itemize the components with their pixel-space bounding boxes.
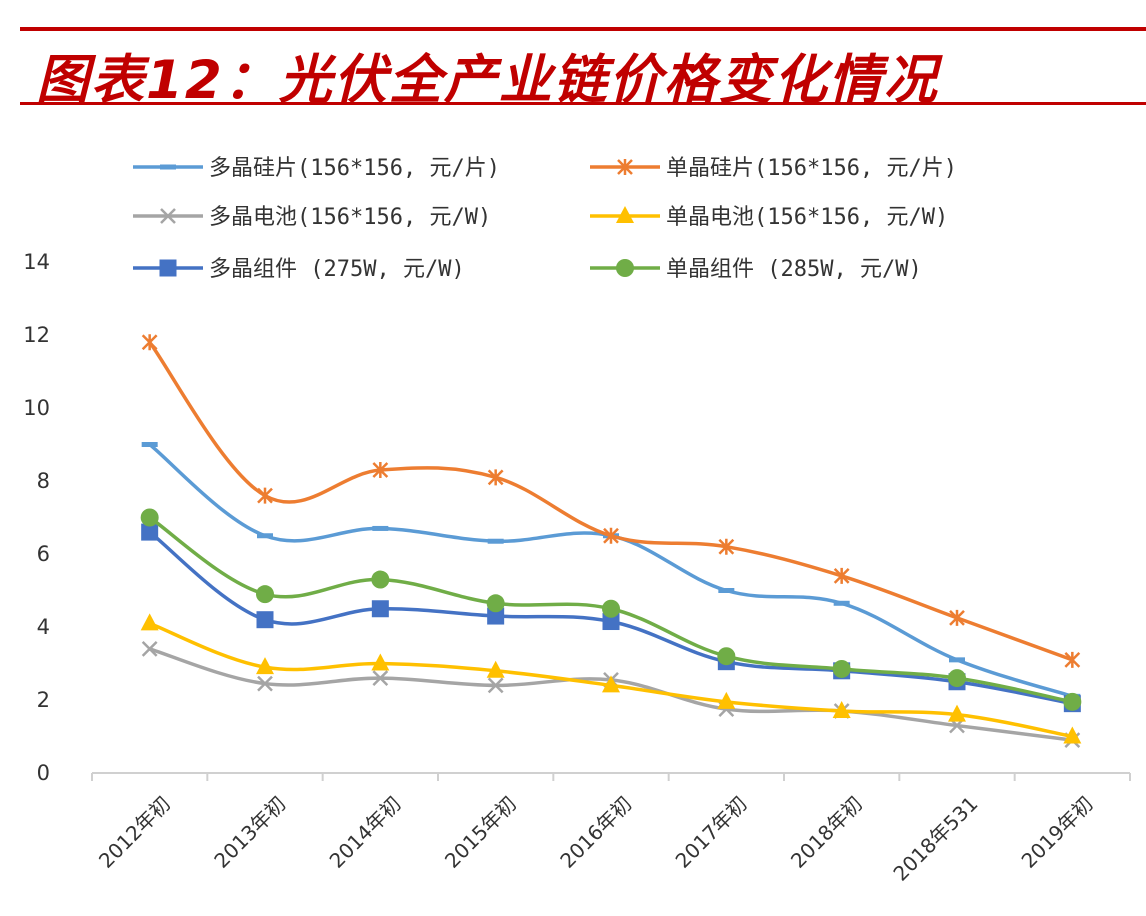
legend-item: 多晶硅片(156*156, 元/片): [133, 156, 500, 181]
data-point-marker: [141, 641, 158, 657]
legend-marker: [159, 259, 177, 277]
series-3: [141, 641, 1081, 749]
legend-item: 单晶组件 (285W, 元/W): [590, 257, 922, 282]
data-point-marker: [371, 653, 390, 671]
series-line: [147, 340, 1075, 662]
legend-label: 单晶硅片(156*156, 元/片): [666, 156, 957, 181]
data-point-marker: [948, 704, 966, 722]
data-point-marker: [833, 600, 850, 606]
legend-label: 单晶电池(156*156, 元/W): [666, 205, 948, 230]
x-category-label: 2012年初: [94, 792, 175, 873]
data-point-marker: [140, 613, 159, 631]
data-point-marker: [487, 538, 504, 544]
data-point-marker: [371, 570, 390, 589]
legend-item: 多晶组件 (275W, 元/W): [133, 257, 465, 282]
data-point-marker: [372, 525, 389, 531]
data-point-marker: [141, 442, 158, 447]
data-point-marker: [948, 669, 966, 688]
data-point-marker: [141, 523, 159, 541]
x-category-label: 2017年初: [671, 792, 752, 873]
chart-title: 图表12：光伏全产业链价格变化情况: [36, 50, 939, 111]
title-bottom-rule: [20, 102, 1146, 105]
series-layer: [140, 334, 1082, 749]
data-point-marker: [487, 607, 505, 625]
data-point-marker: [1064, 651, 1081, 668]
data-point-marker: [372, 462, 389, 479]
data-point-marker: [603, 527, 619, 544]
data-point-marker: [832, 700, 851, 718]
data-point-marker: [949, 657, 965, 663]
series-line: [147, 647, 1075, 742]
data-point-marker: [602, 599, 620, 618]
data-point-marker: [833, 567, 850, 584]
x-category-label: 2018年531: [888, 792, 982, 886]
data-point-marker: [717, 691, 736, 709]
series-6: [140, 508, 1082, 711]
series-line: [147, 442, 1075, 699]
data-point-marker: [257, 675, 273, 692]
y-tick-label: 4: [37, 615, 50, 639]
data-point-marker: [602, 613, 620, 631]
series-2: [141, 334, 1081, 668]
legend-label: 单晶组件 (285W, 元/W): [666, 257, 922, 282]
data-point-marker: [371, 600, 389, 618]
series-1: [141, 442, 1081, 699]
legend-marker: [616, 206, 634, 223]
data-point-marker: [1063, 692, 1082, 711]
data-point-marker: [140, 508, 159, 527]
y-tick-label: 0: [37, 761, 50, 785]
y-tick-label: 2: [37, 688, 50, 712]
y-tick-label: 8: [37, 469, 50, 493]
legend-item: 多晶电池(156*156, 元/W): [133, 205, 491, 230]
data-point-marker: [256, 657, 274, 675]
legend-item: 单晶电池(156*156, 元/W): [590, 205, 948, 230]
data-point-marker: [949, 609, 965, 626]
x-category-label: 2015年初: [440, 792, 521, 873]
y-tick-label: 6: [37, 542, 50, 566]
data-point-marker: [832, 659, 851, 678]
legend-marker: [617, 159, 633, 175]
data-point-marker: [602, 675, 620, 693]
title-top-rule: [20, 27, 1146, 31]
data-point-marker: [1063, 726, 1082, 744]
legend-marker: [160, 208, 176, 224]
data-point-marker: [487, 469, 504, 486]
data-point-marker: [486, 594, 505, 613]
legend-label: 多晶硅片(156*156, 元/片): [209, 156, 500, 181]
data-point-marker: [141, 334, 158, 351]
legend-marker: [616, 259, 634, 277]
y-tick-label: 10: [23, 396, 50, 420]
legend-label: 多晶电池(156*156, 元/W): [209, 205, 491, 230]
x-category-label: 2019年初: [1017, 792, 1098, 873]
data-point-marker: [486, 660, 505, 678]
data-point-marker: [256, 611, 274, 629]
y-tick-label: 14: [23, 250, 50, 274]
x-category-label: 2013年初: [209, 792, 290, 873]
legend-marker: [160, 164, 176, 170]
legend-label: 多晶组件 (275W, 元/W): [209, 257, 465, 282]
data-point-marker: [257, 487, 273, 504]
series-4: [140, 613, 1082, 744]
data-point-marker: [718, 538, 735, 555]
x-category-label: 2014年初: [325, 792, 406, 873]
data-point-marker: [372, 670, 389, 686]
data-point-marker: [487, 677, 504, 694]
data-point-marker: [257, 533, 273, 539]
legend: 多晶硅片(156*156, 元/片) 单晶硅片(156*156, 元/片) 多晶电池…: [133, 156, 957, 282]
legend-item: 单晶硅片(156*156, 元/片): [590, 156, 957, 181]
data-point-marker: [256, 585, 274, 604]
x-category-label: 2016年初: [555, 792, 636, 873]
data-point-marker: [718, 588, 735, 593]
x-category-label: 2018年初: [786, 792, 867, 873]
data-point-marker: [717, 647, 736, 666]
y-tick-label: 12: [23, 323, 50, 347]
